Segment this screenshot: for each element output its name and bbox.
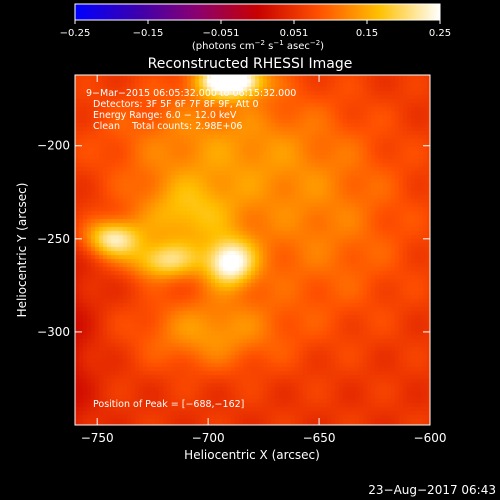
y-tick-label: −200 bbox=[37, 139, 70, 153]
colorbar-tick-label: 0.15 bbox=[356, 28, 378, 39]
colorbar-tick-label: −0.25 bbox=[60, 28, 91, 39]
peak-position-text: Position of Peak = [−688,−162] bbox=[93, 399, 244, 410]
y-axis: −200 −250 −300 bbox=[37, 139, 430, 339]
chart-title: Reconstructed RHESSI Image bbox=[148, 56, 353, 72]
colorbar-units: (photons cm−2 s−1 asec−2) bbox=[192, 39, 324, 52]
plot-frame bbox=[74, 74, 431, 426]
energy-range-text: Energy Range: 6.0 − 12.0 keV bbox=[93, 110, 237, 121]
colorbar-ticks: −0.25 −0.15 −0.051 0.051 0.15 0.25 bbox=[60, 20, 451, 39]
clean-counts-text: Clean Total counts: 2.98E+06 bbox=[93, 121, 242, 132]
x-axis: −750 −700 −650 −600 bbox=[81, 75, 447, 445]
detectors-text: Detectors: 3F 5F 6F 7F 8F 9F, Att 0 bbox=[93, 99, 259, 110]
colorbar-tick-label: 0.25 bbox=[429, 28, 451, 39]
colorbar: −0.25 −0.15 −0.051 0.051 0.15 0.25 (photons c… bbox=[60, 3, 451, 52]
x-tick-label: −600 bbox=[414, 431, 447, 445]
x-axis-label: Heliocentric X (arcsec) bbox=[184, 448, 320, 462]
x-tick-label: −650 bbox=[303, 431, 336, 445]
y-tick-label: −300 bbox=[37, 325, 70, 339]
colorbar-gradient bbox=[74, 3, 441, 21]
y-axis-label: Heliocentric Y (arcsec) bbox=[15, 183, 29, 318]
footer-timestamp: 23−Aug−2017 06:43 bbox=[368, 483, 496, 497]
colorbar-tick-label: 0.051 bbox=[280, 28, 309, 39]
colorbar-tick-label: −0.15 bbox=[133, 28, 164, 39]
colorbar-tick-label: −0.051 bbox=[202, 28, 239, 39]
y-tick-label: −250 bbox=[37, 232, 70, 246]
annotations: 9−Mar−2015 06:05:32.000 to 06:15:32.000 … bbox=[86, 88, 296, 410]
x-tick-label: −700 bbox=[192, 431, 225, 445]
time-range-text: 9−Mar−2015 06:05:32.000 to 06:15:32.000 bbox=[86, 88, 296, 99]
x-tick-label: −750 bbox=[81, 431, 114, 445]
